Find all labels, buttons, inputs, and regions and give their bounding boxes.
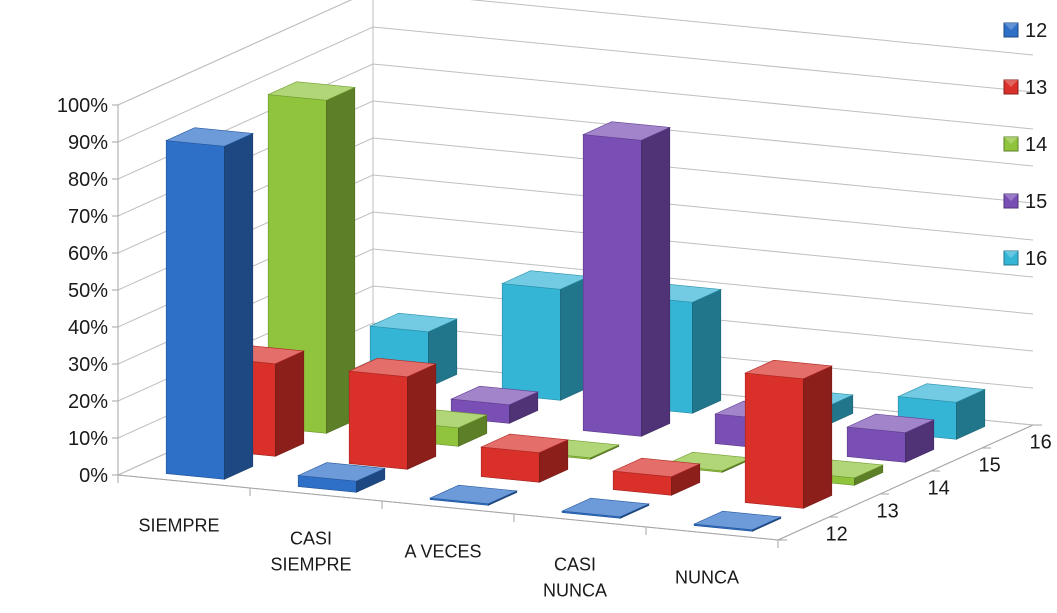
y-axis-ticks: 0% 10% 20% 30% 40% 50% 60% 70% 80% 90% 100% bbox=[57, 95, 119, 487]
legend-item-12: 12 bbox=[1003, 20, 1047, 42]
depth-label: 16 bbox=[1030, 432, 1052, 454]
bar-13-5 bbox=[744, 359, 833, 509]
legend-label: 12 bbox=[1025, 20, 1047, 42]
y-tick-label: 50% bbox=[68, 280, 108, 302]
y-tick-label: 20% bbox=[68, 391, 108, 413]
bar-15-3 bbox=[582, 121, 671, 437]
legend-label: 15 bbox=[1025, 191, 1047, 213]
x-axis-categories: SIEMPRE CASI SIEMPRE A VECES CASI NUNCA NUNCA bbox=[117, 474, 779, 601]
depth-axis-labels: 12 13 14 15 16 bbox=[777, 424, 1052, 546]
depth-label: 12 bbox=[826, 524, 848, 546]
x-axis-line bbox=[117, 474, 779, 541]
bars bbox=[165, 81, 986, 532]
category-label: A VECES bbox=[404, 542, 481, 562]
depth-label: 14 bbox=[928, 478, 950, 500]
category-label: CASI bbox=[290, 529, 332, 549]
y-tick-label: 0% bbox=[79, 465, 108, 487]
category-label: NUNCA bbox=[543, 581, 607, 601]
y-tick-label: 90% bbox=[68, 132, 108, 154]
gridline bbox=[117, 63, 1034, 180]
bar-15-5 bbox=[846, 413, 935, 463]
y-tick-label: 80% bbox=[68, 169, 108, 191]
legend-label: 14 bbox=[1025, 134, 1047, 156]
bar-13-3 bbox=[480, 433, 569, 483]
bar-12-3 bbox=[429, 484, 518, 506]
gridline bbox=[117, 0, 1034, 106]
bar-16-2 bbox=[501, 270, 590, 401]
depth-axis-line bbox=[777, 424, 1034, 541]
category-label: SIEMPRE bbox=[270, 555, 351, 575]
legend-item-14: 14 bbox=[1003, 134, 1047, 156]
y-tick-label: 30% bbox=[68, 354, 108, 376]
gridline bbox=[117, 100, 1034, 217]
y-tick-label: 60% bbox=[68, 243, 108, 265]
category-label: SIEMPRE bbox=[138, 516, 219, 536]
legend-item-16: 16 bbox=[1003, 248, 1047, 270]
bar-12-2 bbox=[297, 462, 386, 493]
gridline bbox=[117, 26, 1034, 143]
category-label: CASI bbox=[554, 555, 596, 575]
y-tick-label: 10% bbox=[68, 428, 108, 450]
legend: 12 13 14 15 16 bbox=[1003, 20, 1047, 270]
bar-12-5 bbox=[693, 510, 782, 532]
legend-label: 13 bbox=[1025, 77, 1047, 99]
bar-12-1 bbox=[165, 127, 254, 480]
bar-13-4 bbox=[612, 457, 701, 496]
bar-13-2 bbox=[348, 357, 437, 470]
y-tick-label: 40% bbox=[68, 317, 108, 339]
bar-12-4 bbox=[561, 497, 650, 519]
depth-label: 15 bbox=[979, 455, 1001, 477]
depth-label: 13 bbox=[877, 501, 899, 523]
legend-item-15: 15 bbox=[1003, 191, 1047, 213]
gridline bbox=[117, 137, 1034, 254]
y-tick-label: 100% bbox=[57, 95, 108, 117]
legend-item-13: 13 bbox=[1003, 77, 1047, 99]
legend-label: 16 bbox=[1025, 248, 1047, 270]
gridline bbox=[117, 174, 1034, 291]
category-label: NUNCA bbox=[675, 568, 739, 588]
y-tick-label: 70% bbox=[68, 206, 108, 228]
